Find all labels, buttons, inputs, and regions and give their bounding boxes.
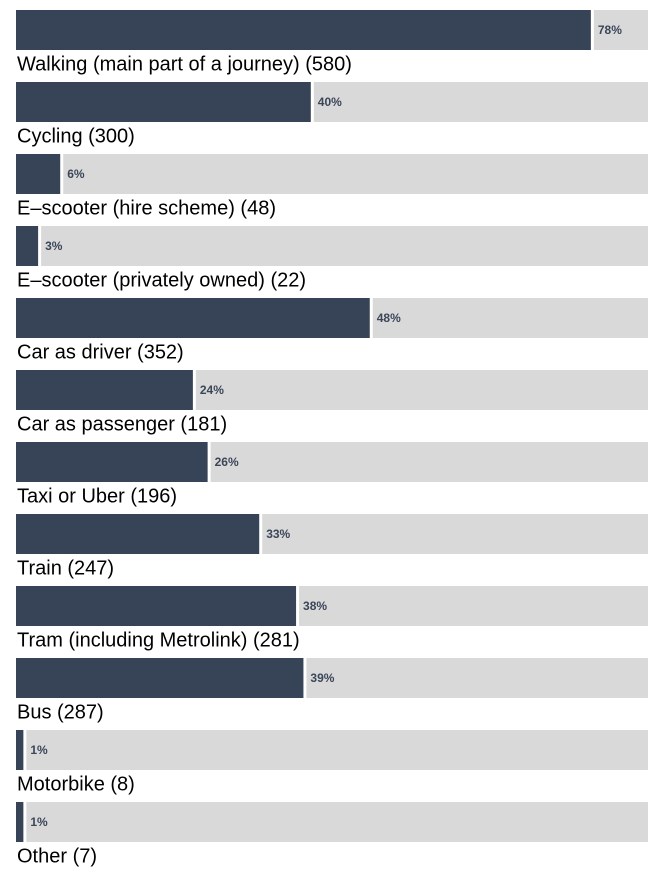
category-label: Bus (287): [17, 701, 104, 723]
bar-track: [26, 730, 648, 770]
bar: [16, 586, 297, 626]
bar: [16, 154, 61, 194]
value-label: 78%: [598, 23, 622, 37]
value-label: 24%: [200, 383, 224, 397]
bar-track: [306, 658, 648, 698]
value-label: 38%: [303, 599, 327, 613]
category-label: Walking (main part of a journey) (580): [17, 53, 352, 75]
value-label: 26%: [215, 455, 239, 469]
bar-track: [313, 82, 648, 122]
bar-track: [299, 586, 648, 626]
category-label: Tram (including Metrolink) (281): [17, 629, 300, 651]
bar-track: [41, 226, 648, 266]
category-label: Cycling (300): [17, 125, 135, 147]
value-label: 1%: [30, 815, 48, 829]
value-label: 1%: [30, 743, 48, 757]
bar-track: [210, 442, 648, 482]
value-label: 3%: [45, 239, 63, 253]
value-label: 48%: [377, 311, 401, 325]
category-label: E–scooter (hire scheme) (48): [17, 197, 276, 219]
bar: [16, 10, 591, 50]
category-label: Car as passenger (181): [17, 413, 227, 435]
category-label: Motorbike (8): [17, 773, 135, 795]
category-label: Other (7): [17, 845, 97, 867]
category-label: E–scooter (privately owned) (22): [17, 269, 306, 291]
bar: [16, 370, 193, 410]
bar: [16, 226, 39, 266]
bar-track: [26, 802, 648, 842]
value-label: 33%: [266, 527, 290, 541]
bar: [16, 442, 208, 482]
value-label: 40%: [318, 95, 342, 109]
bar-track: [372, 298, 648, 338]
bar-track: [262, 514, 648, 554]
bar: [16, 514, 260, 554]
bar: [16, 298, 370, 338]
category-label: Train (247): [17, 557, 114, 579]
bar: [16, 730, 24, 770]
bar: [16, 82, 311, 122]
category-label: Taxi or Uber (196): [17, 485, 177, 507]
bar: [16, 802, 24, 842]
bar-track: [195, 370, 648, 410]
bar-track: [593, 10, 648, 50]
value-label: 39%: [310, 671, 334, 685]
bar: [16, 658, 304, 698]
bar-track: [63, 154, 648, 194]
value-label: 6%: [67, 167, 85, 181]
category-label: Car as driver (352): [17, 341, 184, 363]
